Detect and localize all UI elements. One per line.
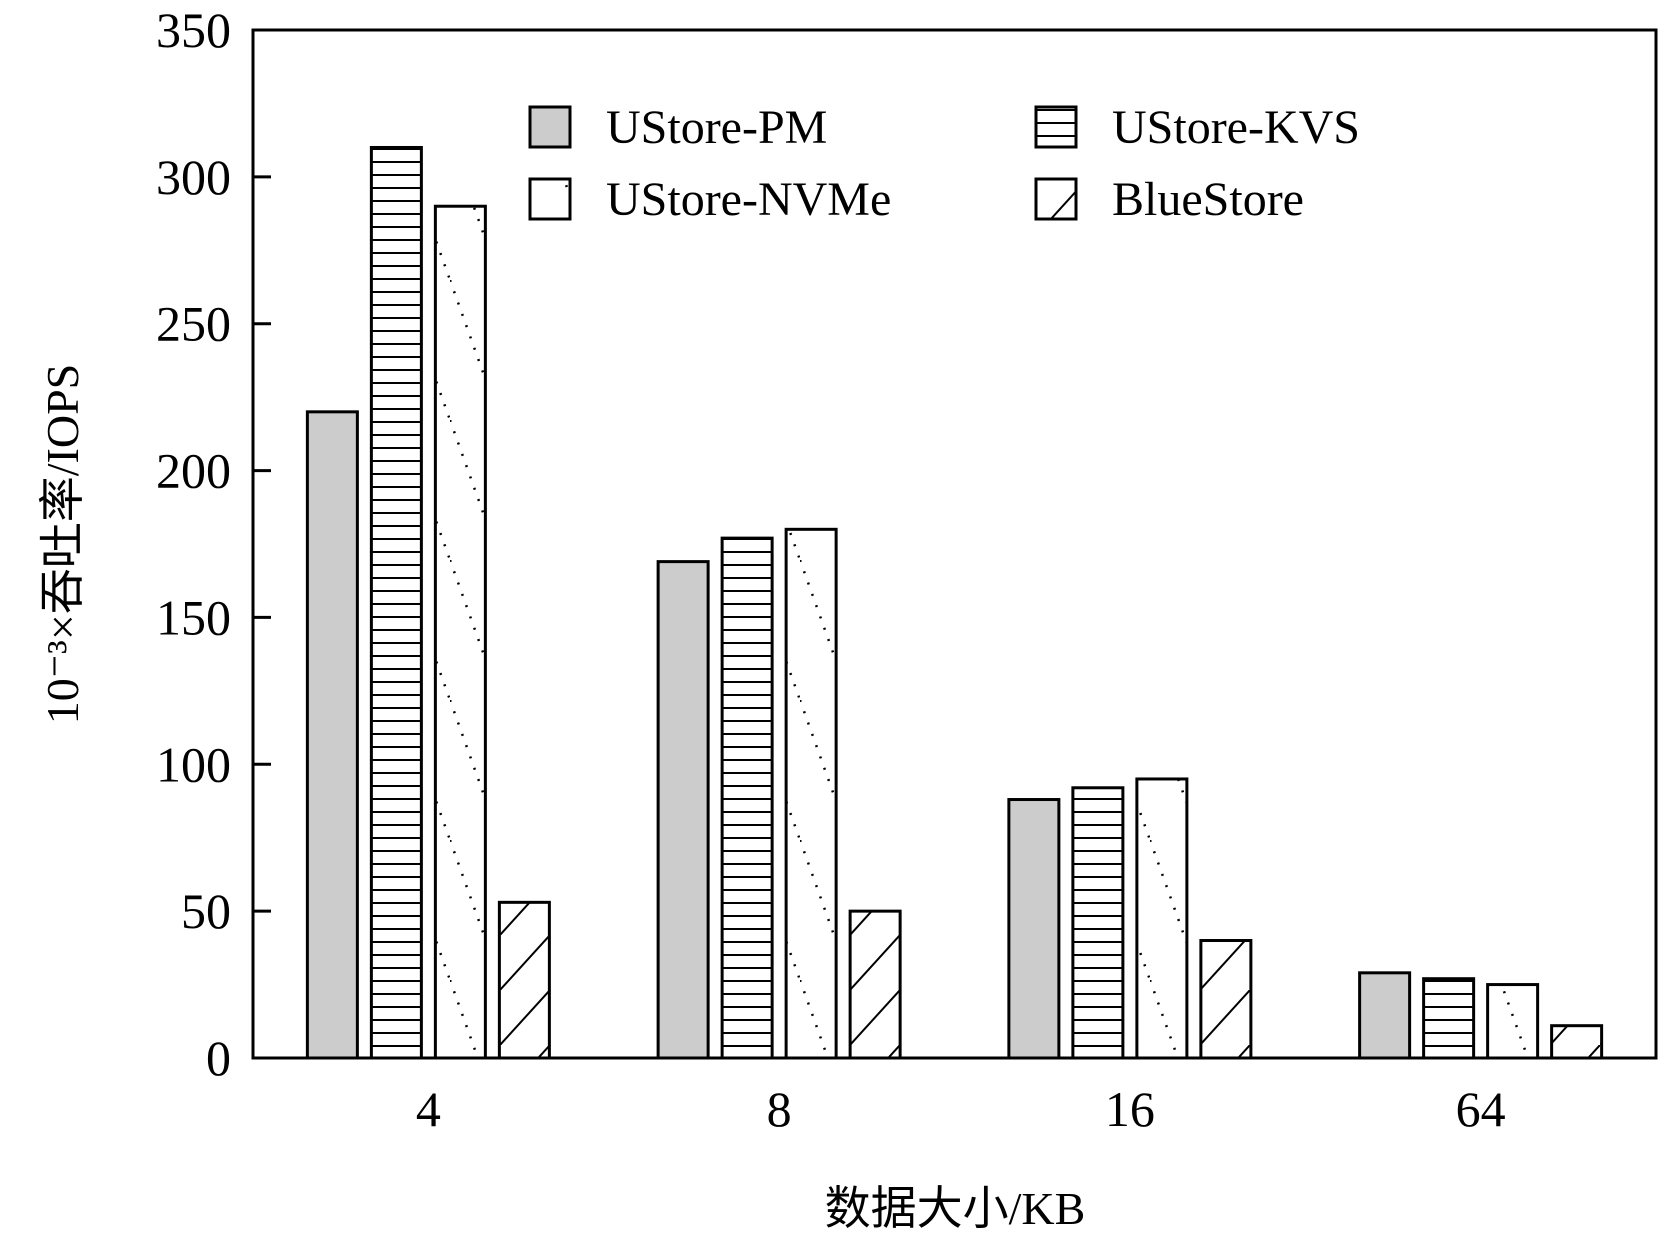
legend-swatch-ustore-kvs: [1034, 105, 1078, 149]
bars-group: [305, 145, 1604, 1060]
legend-label-bluestore: BlueStore: [1112, 173, 1304, 226]
bar-ustore-kvs-16: [1071, 786, 1125, 1060]
x-axis: 4 8 16 64: [416, 1081, 1506, 1137]
legend-label-ustore-nvme: UStore-NVMe: [606, 173, 891, 226]
x-axis-title: 数据大小/KB: [825, 1183, 1086, 1234]
y-tick-label: 0: [206, 1030, 231, 1086]
bar-ustore-nvme-8: [784, 527, 838, 1060]
bar-ustore-nvme-4: [433, 204, 487, 1060]
bar-ustore-pm-4: [305, 410, 359, 1060]
y-axis-title: 10⁻³×吞吐率/IOPS: [37, 364, 88, 725]
y-tick-label: 250: [156, 296, 231, 352]
bar-ustore-kvs-8: [720, 536, 774, 1060]
legend-swatch-ustore-nvme: [528, 177, 572, 221]
y-tick-label: 350: [156, 2, 231, 58]
bar-ustore-kvs-4: [369, 145, 423, 1060]
legend-label-ustore-kvs: UStore-KVS: [1112, 101, 1360, 154]
legend: UStore-PM UStore-KVS UStore-NVMe BlueStore: [528, 101, 1360, 226]
bar-bluestore-4: [497, 900, 551, 1060]
x-tick-label: 16: [1105, 1081, 1155, 1137]
y-tick-label: 100: [156, 736, 231, 792]
bar-bluestore-8: [848, 909, 902, 1060]
y-tick-label: 150: [156, 589, 231, 645]
legend-swatch-bluestore: [1034, 177, 1078, 221]
x-tick-label: 4: [416, 1081, 441, 1137]
y-tick-label: 50: [181, 883, 231, 939]
legend-label-ustore-pm: UStore-PM: [606, 101, 827, 154]
plot-area-frame: [251, 28, 1658, 1060]
x-tick-label: 64: [1456, 1081, 1506, 1137]
bar-ustore-pm-8: [656, 560, 710, 1060]
bar-bluestore-16: [1199, 939, 1253, 1060]
bar-ustore-kvs-64: [1422, 977, 1476, 1060]
bar-ustore-pm-64: [1358, 971, 1412, 1060]
y-axis: 0 50 100 150 200 250 300 350: [156, 2, 271, 1086]
y-tick-label: 300: [156, 149, 231, 205]
bar-bluestore-64: [1550, 1024, 1604, 1060]
bar-ustore-nvme-64: [1486, 983, 1540, 1060]
y-tick-label: 200: [156, 443, 231, 499]
legend-swatch-ustore-pm: [528, 105, 572, 149]
bar-ustore-nvme-16: [1135, 777, 1189, 1060]
bar-ustore-pm-16: [1007, 798, 1061, 1060]
x-tick-label: 8: [767, 1081, 792, 1137]
